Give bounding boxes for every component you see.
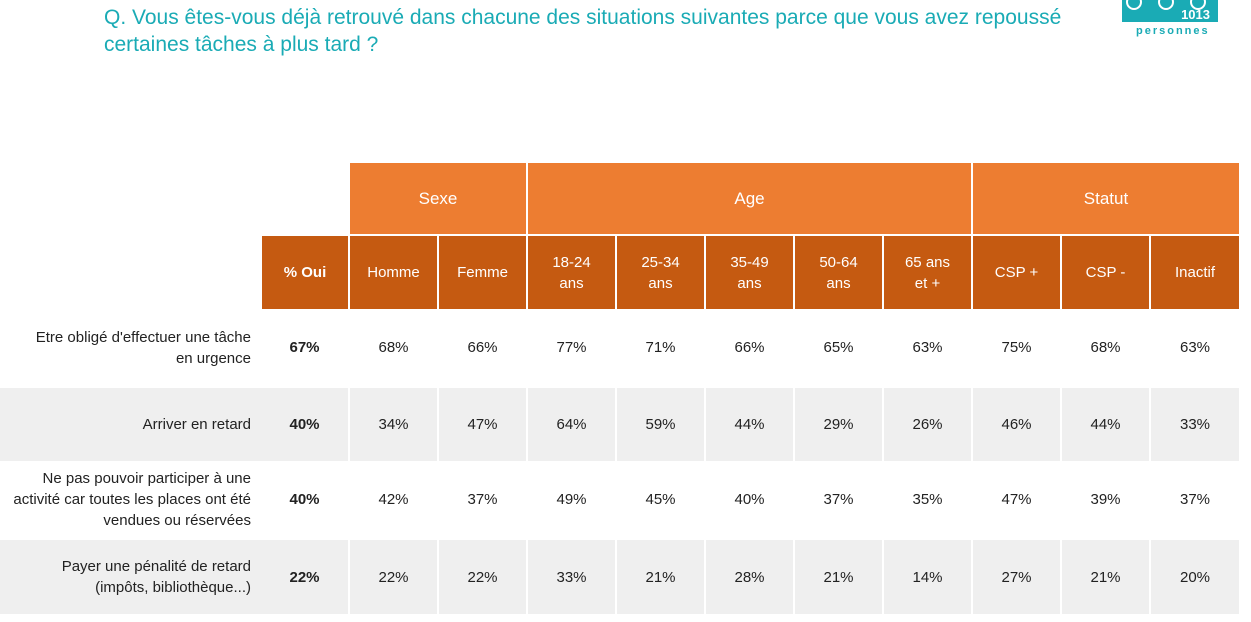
table-row: Ne pas pouvoir participer à une activité… xyxy=(0,461,1239,539)
value-cell: 64% xyxy=(526,386,616,461)
value-cell: 33% xyxy=(526,538,616,614)
value-cell: 37% xyxy=(437,461,527,539)
value-cell: 44% xyxy=(704,386,794,461)
group-header-statut: Statut xyxy=(971,163,1239,235)
group-header-row: Sexe Age Statut xyxy=(0,163,1239,235)
column-header: 50-64 ans xyxy=(793,234,883,309)
value-cell: 39% xyxy=(1060,461,1150,539)
sample-count: 1013 xyxy=(1181,7,1210,22)
value-cell: 65% xyxy=(793,309,883,387)
row-label: Ne pas pouvoir participer à une activité… xyxy=(0,461,261,539)
value-cell: 45% xyxy=(615,461,705,539)
value-cell: 35% xyxy=(882,461,972,539)
column-header-row: % Oui Homme Femme 18-24 ans 25-34 ans 35… xyxy=(0,234,1239,309)
value-cell: 46% xyxy=(971,386,1061,461)
value-cell: 27% xyxy=(971,538,1061,614)
value-cell: 14% xyxy=(882,538,972,614)
value-cell: 40% xyxy=(704,461,794,539)
value-cell: 26% xyxy=(882,386,972,461)
sample-unit: personnes xyxy=(1136,25,1210,37)
results-table: Sexe Age Statut % Oui Homme Femme 18-24 … xyxy=(0,163,1239,614)
value-cell: 20% xyxy=(1149,538,1239,614)
value-cell: 42% xyxy=(348,461,438,539)
sample-size-badge: 1013 personnes xyxy=(1122,0,1218,40)
total-cell: 40% xyxy=(261,461,349,539)
value-cell: 44% xyxy=(1060,386,1150,461)
value-cell: 63% xyxy=(1149,309,1239,387)
value-cell: 47% xyxy=(437,386,527,461)
column-header: Homme xyxy=(348,234,438,309)
value-cell: 77% xyxy=(526,309,616,387)
value-cell: 28% xyxy=(704,538,794,614)
value-cell: 37% xyxy=(1149,461,1239,539)
total-cell: 67% xyxy=(261,309,349,387)
empty-corner xyxy=(0,235,261,309)
value-cell: 68% xyxy=(348,309,438,387)
value-cell: 37% xyxy=(793,461,883,539)
person-head-icon xyxy=(1126,0,1142,10)
value-cell: 75% xyxy=(971,309,1061,387)
value-cell: 59% xyxy=(615,386,705,461)
row-label: Arriver en retard xyxy=(0,386,261,461)
column-header: Femme xyxy=(437,234,527,309)
column-header: 25-34 ans xyxy=(615,234,705,309)
value-cell: 47% xyxy=(971,461,1061,539)
column-header: 35-49 ans xyxy=(704,234,794,309)
table-row: Arriver en retard 40% 34% 47% 64% 59% 44% 29% 26… xyxy=(0,386,1239,461)
question-title: Q. Vous êtes-vous déjà retrouvé dans cha… xyxy=(104,6,1062,56)
person-head-icon xyxy=(1158,0,1174,10)
value-cell: 29% xyxy=(793,386,883,461)
empty-corner xyxy=(0,163,261,235)
value-cell: 49% xyxy=(526,461,616,539)
column-header: CSP + xyxy=(971,234,1061,309)
column-header: % Oui xyxy=(260,234,349,309)
row-label: Etre obligé d'effectuer une tâche en urg… xyxy=(0,309,261,387)
table-row: Etre obligé d'effectuer une tâche en urg… xyxy=(0,309,1239,387)
column-header: 65 ans et + xyxy=(882,234,972,309)
value-cell: 21% xyxy=(1060,538,1150,614)
value-cell: 33% xyxy=(1149,386,1239,461)
row-label: Payer une pénalité de retard (impôts, bi… xyxy=(0,538,261,614)
value-cell: 66% xyxy=(437,309,527,387)
total-cell: 40% xyxy=(261,386,349,461)
value-cell: 63% xyxy=(882,309,972,387)
value-cell: 71% xyxy=(615,309,705,387)
value-cell: 21% xyxy=(615,538,705,614)
total-cell: 22% xyxy=(261,538,349,614)
value-cell: 21% xyxy=(793,538,883,614)
value-cell: 66% xyxy=(704,309,794,387)
value-cell: 68% xyxy=(1060,309,1150,387)
group-header-age: Age xyxy=(526,163,972,235)
group-header-sexe: Sexe xyxy=(348,163,527,235)
column-header: 18-24 ans xyxy=(526,234,616,309)
person-head-icon xyxy=(1190,0,1206,10)
column-header: CSP - xyxy=(1060,234,1150,309)
value-cell: 34% xyxy=(348,386,438,461)
table-row: Payer une pénalité de retard (impôts, bi… xyxy=(0,538,1239,614)
value-cell: 22% xyxy=(437,538,527,614)
column-header: Inactif xyxy=(1149,234,1239,309)
value-cell: 22% xyxy=(348,538,438,614)
empty-corner xyxy=(261,163,349,235)
